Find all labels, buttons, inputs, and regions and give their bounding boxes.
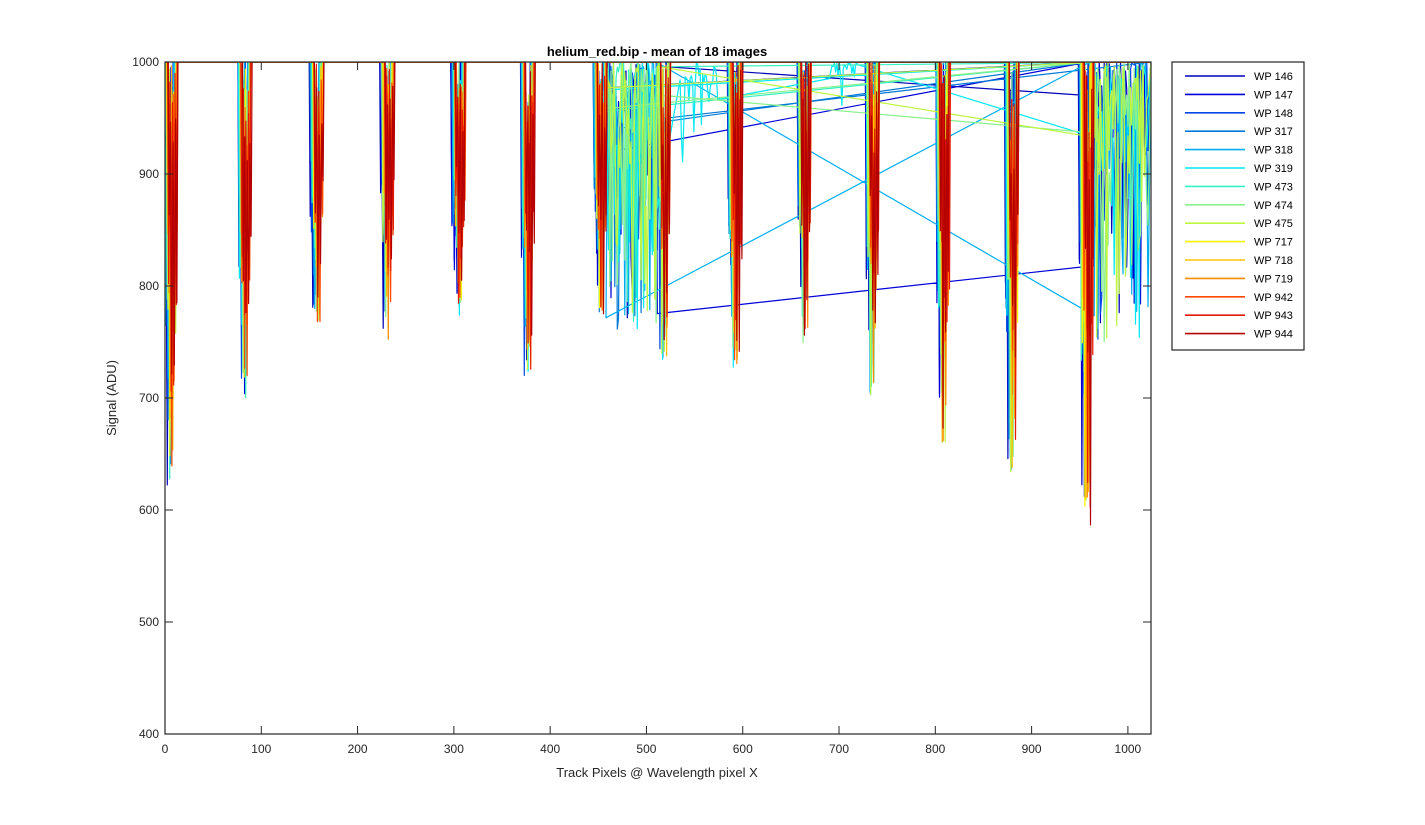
legend: WP 146 WP 147 WP 148 WP 317 WP 318 WP 319 WP 4… bbox=[1171, 61, 1305, 351]
legend-label: WP 147 bbox=[1254, 89, 1293, 101]
legend-label: WP 473 bbox=[1254, 181, 1293, 193]
chart-title: helium_red.bip - mean of 18 images bbox=[547, 44, 767, 59]
plot-area bbox=[165, 62, 1151, 526]
legend-label: WP 146 bbox=[1254, 71, 1293, 83]
legend-label: WP 718 bbox=[1254, 255, 1293, 267]
legend-label: WP 475 bbox=[1254, 218, 1293, 230]
x-tick-label: 1000 bbox=[1115, 742, 1142, 756]
legend-label: WP 942 bbox=[1254, 292, 1293, 304]
series-line-wp-944 bbox=[165, 62, 1151, 526]
legend-label: WP 943 bbox=[1254, 310, 1293, 322]
legend-label: WP 717 bbox=[1254, 237, 1293, 249]
x-tick-label: 200 bbox=[348, 742, 368, 756]
legend-label: WP 944 bbox=[1254, 329, 1293, 341]
legend-label: WP 474 bbox=[1254, 200, 1293, 212]
y-tick-label: 600 bbox=[139, 503, 159, 517]
y-tick-label: 1000 bbox=[132, 55, 159, 69]
y-axis-title: Signal (ADU) bbox=[104, 360, 119, 436]
y-tick-label: 900 bbox=[139, 167, 159, 181]
y-tick-label: 400 bbox=[139, 727, 159, 741]
legend-label: WP 319 bbox=[1254, 163, 1293, 175]
x-tick-label: 300 bbox=[444, 742, 464, 756]
legend-label: WP 318 bbox=[1254, 145, 1293, 157]
y-tick-label: 500 bbox=[139, 615, 159, 629]
x-tick-label: 0 bbox=[162, 742, 169, 756]
y-tick-label: 800 bbox=[139, 279, 159, 293]
legend-label: WP 719 bbox=[1254, 273, 1293, 285]
legend-label: WP 317 bbox=[1254, 126, 1293, 138]
y-tick-label: 700 bbox=[139, 391, 159, 405]
axes: 0 100 200 300 400 500 600 700 800 900 1000 400 500 60… bbox=[132, 55, 1152, 756]
legend-label: WP 148 bbox=[1254, 108, 1293, 120]
x-tick-label: 400 bbox=[540, 742, 560, 756]
legend-box bbox=[1171, 61, 1305, 351]
x-tick-label: 700 bbox=[829, 742, 849, 756]
x-axis-title: Track Pixels @ Wavelength pixel X bbox=[556, 765, 758, 780]
x-tick-label: 600 bbox=[733, 742, 753, 756]
x-tick-label: 500 bbox=[636, 742, 656, 756]
x-tick-label: 800 bbox=[925, 742, 945, 756]
x-tick-label: 100 bbox=[251, 742, 271, 756]
x-tick-label: 900 bbox=[1022, 742, 1042, 756]
